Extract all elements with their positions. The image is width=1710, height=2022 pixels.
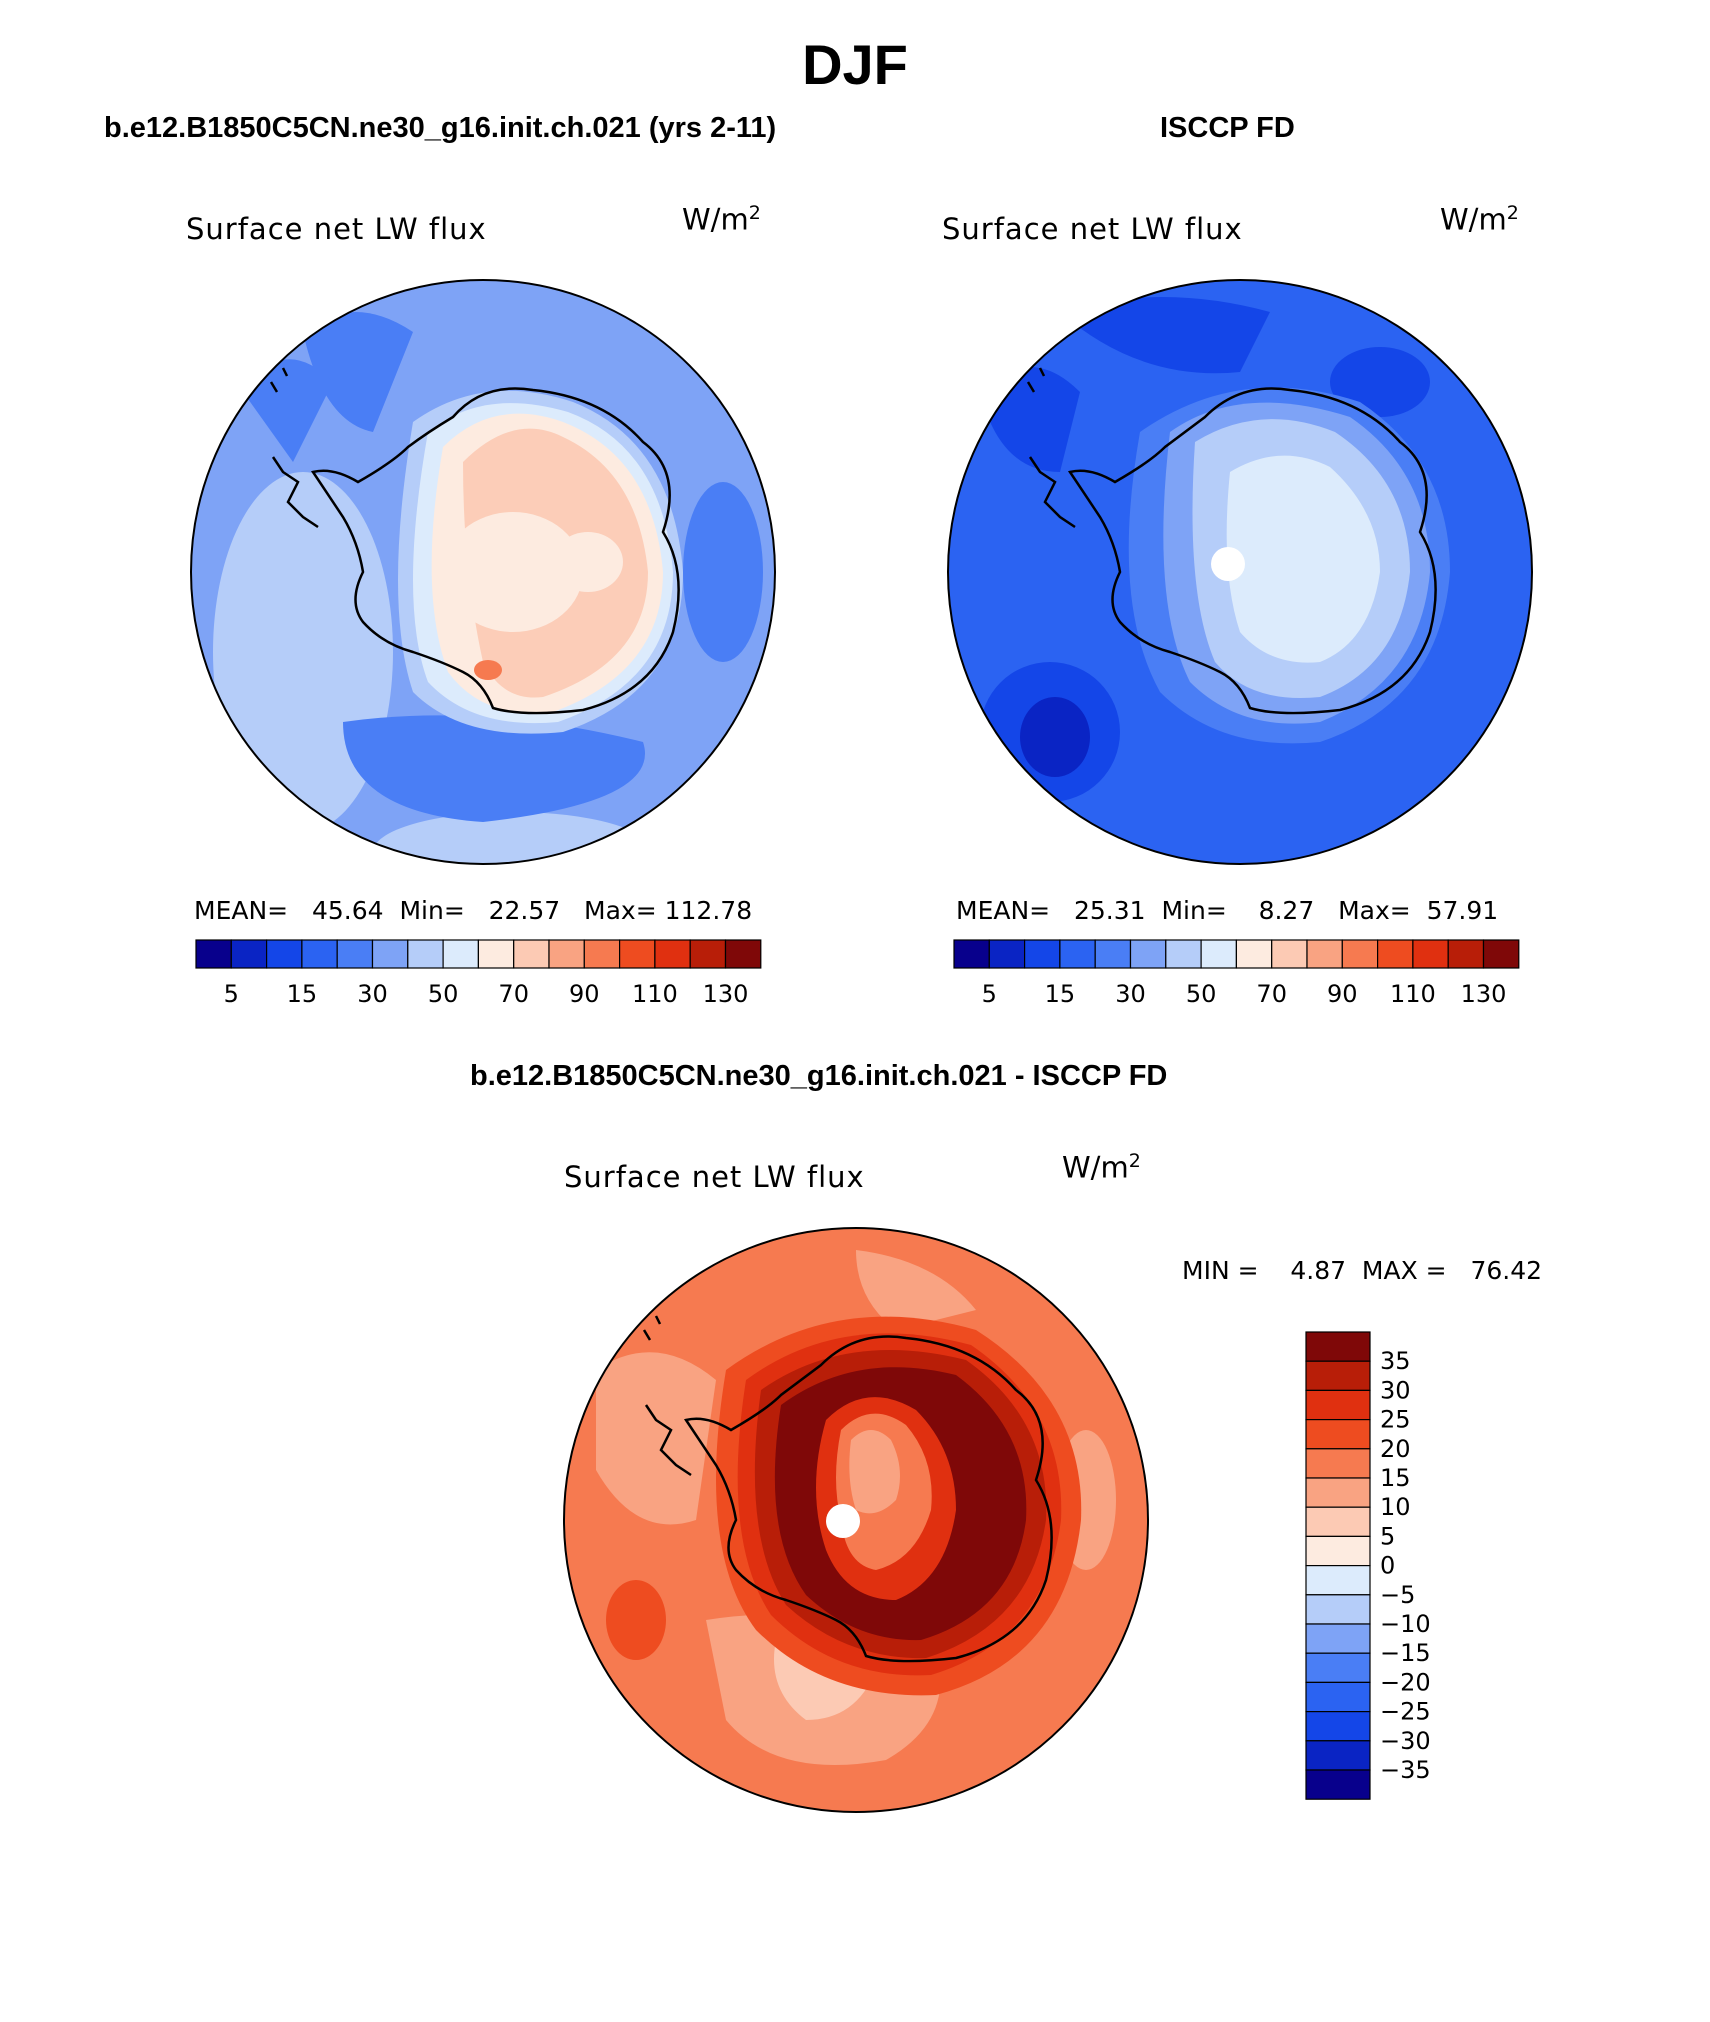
diff-colorbar-box <box>1305 1681 1371 1713</box>
diff-colorbar-box <box>1305 1535 1371 1567</box>
obs-colorbar-box <box>1059 939 1096 969</box>
model-colorbar-label: 130 <box>703 980 749 1008</box>
obs-colorbar-label: 5 <box>982 980 997 1008</box>
obs-colorbar-box <box>1200 939 1238 969</box>
diff-colorbar-label: 0 <box>1380 1552 1395 1580</box>
model-colorbar-box <box>477 939 515 969</box>
obs-colorbar-box <box>1412 939 1449 969</box>
diff-panel-title: b.e12.B1850C5CN.ne30_g16.init.ch.021 - I… <box>470 1060 1168 1092</box>
model-colorbar-box <box>724 939 762 969</box>
diff-colorbar-box <box>1305 1477 1371 1508</box>
model-colorbar-box <box>619 939 656 969</box>
model-variable-label: Surface net LW flux <box>186 212 487 246</box>
diff-colorbar-label: 30 <box>1380 1376 1411 1404</box>
obs-colorbar-box <box>1023 939 1061 969</box>
model-colorbar-label: 15 <box>287 980 318 1008</box>
diff-colorbar-box <box>1305 1652 1371 1684</box>
model-colorbar-label: 30 <box>357 980 388 1008</box>
model-colorbar-box <box>336 939 374 969</box>
obs-colorbar-label: 15 <box>1045 980 1076 1008</box>
diff-colorbar-box <box>1305 1711 1371 1742</box>
obs-colorbar-label: 70 <box>1256 980 1287 1008</box>
diff-colorbar-label: −10 <box>1380 1610 1431 1638</box>
model-colorbar-box <box>407 939 444 969</box>
model-colorbar-box <box>654 939 691 969</box>
obs-colorbar-box <box>1377 939 1414 969</box>
obs-colorbar-label: 50 <box>1186 980 1217 1008</box>
page-title: DJF <box>802 33 908 96</box>
model-stats: MEAN= 45.64 Min= 22.57 Max= 112.78 <box>194 896 753 925</box>
model-colorbar-label: 50 <box>428 980 459 1008</box>
diff-colorbar-label: 10 <box>1380 1493 1411 1521</box>
diff-colorbar-box <box>1305 1594 1371 1625</box>
obs-units: W/m2 <box>1440 202 1519 237</box>
diff-colorbar-label: −20 <box>1380 1668 1431 1696</box>
obs-colorbar-box <box>1341 939 1379 969</box>
obs-polar-map <box>947 279 1533 865</box>
model-colorbar-box <box>195 939 232 969</box>
obs-variable-label: Surface net LW flux <box>942 212 1243 246</box>
model-panel-title: b.e12.B1850C5CN.ne30_g16.init.ch.021 (yr… <box>104 112 777 144</box>
diff-colorbar-box <box>1305 1418 1371 1450</box>
model-colorbar-box <box>513 939 550 969</box>
model-colorbar-label: 70 <box>498 980 529 1008</box>
diff-colorbar-label: 35 <box>1380 1347 1411 1375</box>
obs-colorbar-box <box>988 939 1026 969</box>
diff-colorbar-label: 15 <box>1380 1464 1411 1492</box>
model-colorbar-box <box>442 939 480 969</box>
diff-colorbar-box <box>1305 1565 1371 1596</box>
diff-colorbar-label: 20 <box>1380 1435 1411 1463</box>
model-colorbar-box <box>548 939 585 969</box>
diff-units: W/m2 <box>1062 1150 1141 1185</box>
obs-colorbar-box <box>1165 939 1202 969</box>
obs-stats: MEAN= 25.31 Min= 8.27 Max= 57.91 <box>956 896 1499 925</box>
obs-colorbar-box <box>953 939 990 969</box>
model-colorbar-label: 5 <box>224 980 239 1008</box>
diff-colorbar-box <box>1305 1448 1371 1479</box>
obs-colorbar-label: 130 <box>1461 980 1507 1008</box>
obs-panel-title: ISCCP FD <box>1160 112 1295 144</box>
obs-colorbar-box <box>1447 939 1485 969</box>
diff-colorbar-label: −5 <box>1380 1581 1415 1609</box>
diff-variable-label: Surface net LW flux <box>564 1160 865 1194</box>
diff-colorbar-label: 25 <box>1380 1406 1411 1434</box>
model-colorbar-box <box>265 939 303 969</box>
diff-colorbar-label: −15 <box>1380 1639 1431 1667</box>
diff-colorbar-label: 5 <box>1380 1522 1395 1550</box>
obs-colorbar-box <box>1094 939 1132 969</box>
obs-colorbar-label: 30 <box>1115 980 1146 1008</box>
diff-colorbar-box <box>1305 1769 1371 1800</box>
obs-colorbar-box <box>1482 939 1520 969</box>
model-colorbar-label: 90 <box>569 980 600 1008</box>
diff-colorbar-label: −35 <box>1380 1756 1431 1784</box>
diff-colorbar-box <box>1305 1360 1371 1392</box>
diff-polar-map <box>563 1227 1149 1813</box>
model-colorbar-box <box>301 939 338 969</box>
diff-colorbar-box <box>1305 1623 1371 1654</box>
model-polar-map <box>190 279 776 865</box>
model-colorbar: 5 15 30 50 70 90 110 130 <box>195 939 762 1008</box>
diff-colorbar-box <box>1305 1389 1371 1421</box>
obs-colorbar-box <box>1129 939 1167 969</box>
model-colorbar-box <box>583 939 621 969</box>
model-colorbar-box <box>371 939 409 969</box>
obs-colorbar-label: 110 <box>1390 980 1436 1008</box>
diff-colorbar-label: −30 <box>1380 1727 1431 1755</box>
model-colorbar-box <box>689 939 727 969</box>
model-colorbar-label: 110 <box>632 980 678 1008</box>
diff-stats: MIN = 4.87 MAX = 76.42 <box>1182 1256 1543 1285</box>
diff-colorbar-box <box>1305 1331 1371 1362</box>
obs-colorbar-box <box>1271 939 1308 969</box>
diff-colorbar-label: −25 <box>1380 1698 1431 1726</box>
model-units: W/m2 <box>682 202 761 237</box>
diff-colorbar-box <box>1305 1506 1371 1537</box>
obs-colorbar-box <box>1306 939 1343 969</box>
diff-colorbar-box <box>1305 1740 1371 1771</box>
obs-colorbar-label: 90 <box>1327 980 1358 1008</box>
obs-colorbar: 5 15 30 50 70 90 110 130 <box>953 939 1520 1008</box>
model-colorbar-box <box>230 939 268 969</box>
obs-colorbar-box <box>1235 939 1273 969</box>
